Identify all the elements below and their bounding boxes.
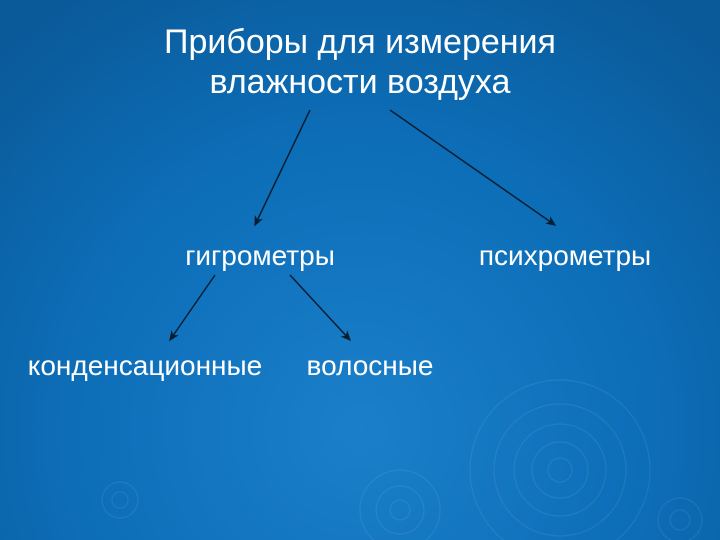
- edge-title-hygrometers: [255, 110, 310, 225]
- title-line-2: влажности воздуха: [0, 62, 720, 102]
- edge-hygrometers-hair: [290, 275, 350, 340]
- edge-hygrometers-condensation: [170, 275, 215, 340]
- title-line-1: Приборы для измерения: [0, 22, 720, 62]
- diagram-title: Приборы для измерения влажности воздуха: [0, 22, 720, 102]
- node-hygrometers: гигрометры: [185, 240, 335, 272]
- node-hair: волосные: [307, 350, 434, 382]
- node-condensation: конденсационные: [28, 350, 262, 382]
- edge-title-psychrometers: [390, 110, 555, 225]
- slide-root: Приборы для измерения влажности воздуха …: [0, 0, 720, 540]
- background-ripples: [102, 380, 702, 540]
- node-psychrometers: психрометры: [479, 240, 651, 272]
- arrows-layer: [170, 110, 555, 340]
